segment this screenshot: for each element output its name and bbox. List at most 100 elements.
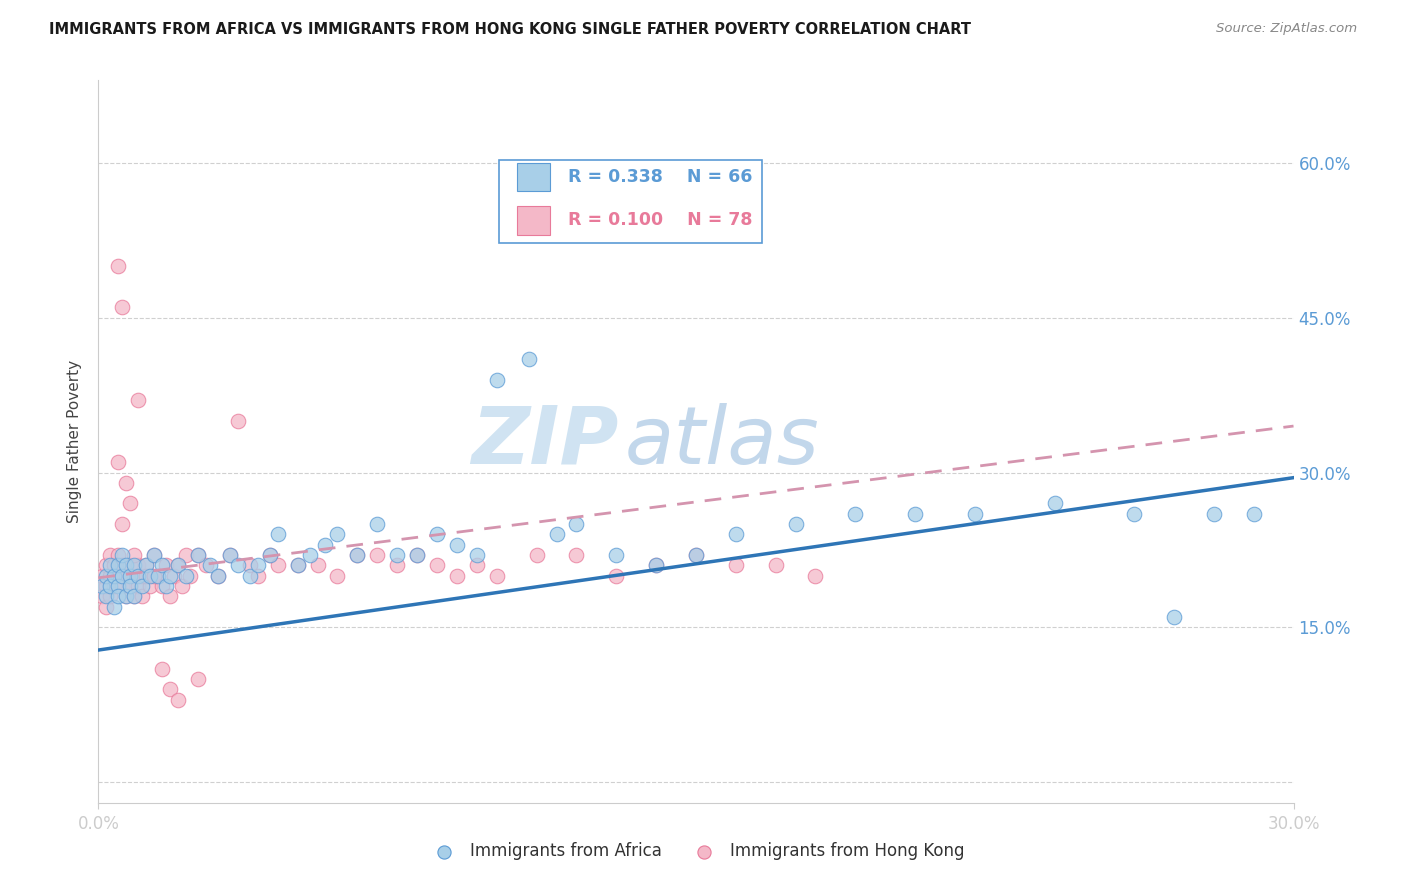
Point [143, 548, 166, 562]
Text: R = 0.338    N = 66: R = 0.338 N = 66 [568, 169, 752, 186]
Point [135, 568, 157, 582]
FancyBboxPatch shape [517, 163, 550, 191]
Point [91, 590, 114, 604]
Point [174, 568, 197, 582]
Point [120, 568, 142, 582]
Point [135, 558, 157, 573]
Point [446, 568, 468, 582]
Point [259, 548, 281, 562]
Point [239, 558, 262, 573]
Text: ZIP: ZIP [471, 402, 619, 481]
Point [124, 548, 146, 562]
Point [167, 558, 190, 573]
Point [96, 590, 118, 604]
Point [315, 538, 337, 552]
Point [765, 558, 787, 573]
FancyBboxPatch shape [499, 160, 762, 243]
Point [465, 558, 488, 573]
Point [107, 568, 129, 582]
Point [131, 568, 153, 582]
Point [565, 548, 588, 562]
Point [645, 558, 668, 573]
Point [96, 558, 118, 573]
Point [685, 548, 707, 562]
Point [127, 579, 149, 593]
Point [724, 527, 747, 541]
Point [107, 455, 129, 469]
Point [107, 579, 129, 593]
Point [98, 579, 122, 593]
Point [124, 590, 146, 604]
Point [465, 548, 488, 562]
Point [150, 662, 173, 676]
Point [785, 517, 807, 532]
Point [115, 590, 138, 604]
Point [143, 548, 166, 562]
Point [159, 568, 181, 582]
Point [96, 579, 118, 593]
Point [724, 558, 747, 573]
Point [198, 558, 221, 573]
Point [804, 568, 827, 582]
Point [1202, 507, 1225, 521]
Point [287, 558, 309, 573]
Point [366, 517, 388, 532]
Point [645, 558, 668, 573]
Point [187, 548, 209, 562]
Point [91, 568, 114, 582]
Point [187, 548, 209, 562]
Point [115, 475, 138, 490]
Point [167, 558, 190, 573]
Point [115, 568, 138, 582]
Point [1243, 507, 1265, 521]
Point [127, 393, 149, 408]
Point [120, 579, 142, 593]
FancyBboxPatch shape [517, 206, 550, 235]
Point [187, 672, 209, 686]
Point [207, 568, 229, 582]
Text: R = 0.100    N = 78: R = 0.100 N = 78 [568, 211, 752, 229]
Point [546, 527, 568, 541]
Point [103, 568, 125, 582]
Point [239, 568, 262, 582]
Point [131, 590, 153, 604]
Point [287, 558, 309, 573]
Point [120, 496, 142, 510]
Point [195, 558, 218, 573]
Point [219, 548, 242, 562]
Point [107, 259, 129, 273]
Point [326, 568, 349, 582]
Point [103, 599, 125, 614]
Point [103, 579, 125, 593]
Point [167, 692, 190, 706]
Point [267, 558, 290, 573]
Point [426, 558, 449, 573]
Point [226, 414, 249, 428]
Point [963, 507, 986, 521]
Point [111, 558, 134, 573]
Point [150, 558, 173, 573]
Point [107, 590, 129, 604]
Point [96, 599, 118, 614]
Point [120, 579, 142, 593]
Point [98, 558, 122, 573]
Point [366, 548, 388, 562]
Point [326, 527, 349, 541]
Point [127, 568, 149, 582]
Point [103, 558, 125, 573]
Point [124, 558, 146, 573]
Point [485, 373, 508, 387]
Point [124, 590, 146, 604]
Point [605, 568, 627, 582]
Point [207, 568, 229, 582]
Point [259, 548, 281, 562]
Point [526, 548, 548, 562]
Y-axis label: Single Father Poverty: Single Father Poverty [67, 360, 83, 523]
Point [107, 548, 129, 562]
Point [346, 548, 368, 562]
Point [172, 579, 194, 593]
Point [246, 558, 269, 573]
Point [148, 568, 170, 582]
Point [844, 507, 866, 521]
Point [685, 548, 707, 562]
